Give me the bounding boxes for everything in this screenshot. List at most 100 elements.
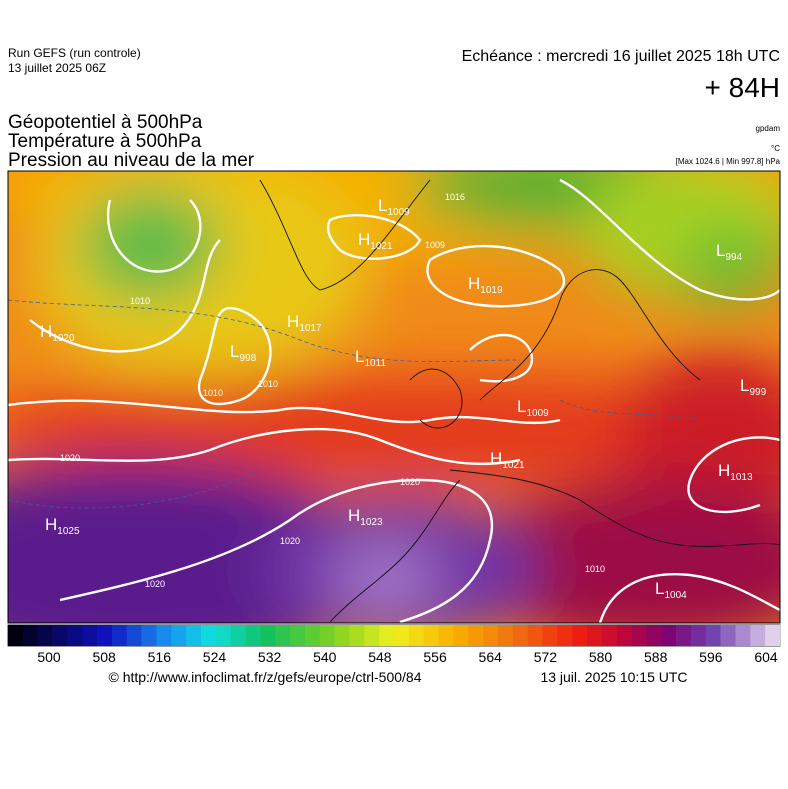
colorbar-label: 532 — [258, 649, 282, 665]
center-letter: H — [718, 461, 730, 480]
colorbar-cell — [379, 625, 395, 646]
colorbar-label: 540 — [313, 649, 337, 665]
center-letter: H — [40, 322, 52, 341]
colorbar-cell — [52, 625, 68, 646]
lead-time: + 84H — [705, 72, 781, 103]
colorbar-cell — [304, 625, 321, 646]
pressure-center: L998 — [230, 342, 257, 364]
colorbar-cell — [557, 625, 573, 646]
isobar-label: 1009 — [425, 240, 445, 250]
pressure-center: H1019 — [468, 274, 503, 296]
colorbar-cell — [245, 625, 261, 646]
center-value: 1009 — [526, 408, 549, 419]
colorbar-cell — [468, 625, 484, 646]
center-letter: L — [716, 241, 725, 260]
pressure-center: H1021 — [490, 449, 525, 471]
center-value: 1020 — [52, 333, 75, 344]
run-date: 13 juillet 2025 06Z — [8, 61, 106, 75]
colorbar-cell — [572, 625, 588, 646]
isobar-label: 1020 — [145, 579, 165, 589]
center-value: 1021 — [370, 241, 393, 252]
colorbar-cell — [661, 625, 677, 646]
pressure-center: L1011 — [355, 347, 386, 369]
isobar-label: 1016 — [445, 192, 465, 202]
colorbar-cell — [319, 625, 335, 646]
isobar-label: 1010 — [258, 379, 278, 389]
pressure-center: H1020 — [40, 322, 75, 344]
colorbar-label: 564 — [479, 649, 503, 665]
center-value: 1025 — [57, 526, 80, 537]
colorbar-cell — [616, 625, 632, 646]
colorbar-label: 508 — [92, 649, 116, 665]
isobar-label: 1010 — [130, 296, 150, 306]
isobar-label: 1020 — [280, 536, 300, 546]
center-value: 994 — [725, 252, 742, 263]
colorbar-cell — [735, 625, 751, 646]
colorbar — [8, 625, 781, 646]
colorbar-label: 572 — [534, 649, 558, 665]
unit: gpdam — [756, 124, 781, 133]
center-value: 1004 — [664, 590, 687, 601]
colorbar-cell — [37, 625, 53, 646]
map-frame — [7, 170, 781, 624]
isobar-label: 1010 — [585, 564, 605, 574]
center-letter: H — [287, 312, 299, 331]
center-letter: L — [230, 342, 239, 361]
colorbar-cell — [601, 625, 617, 646]
source: © http://www.infoclimat.fr/z/gefs/europe… — [108, 669, 421, 685]
field-title: Température à 500hPa — [8, 131, 202, 152]
map-field — [8, 171, 780, 623]
pressure-center: H1017 — [287, 312, 322, 334]
colorbar-cell — [542, 625, 558, 646]
colorbar-label: 500 — [37, 649, 61, 665]
colorbar-cell — [201, 625, 217, 646]
colorbar-cell — [423, 625, 439, 646]
colorbar-cell — [453, 625, 469, 646]
colorbar-cell — [676, 625, 692, 646]
center-letter: H — [358, 230, 370, 249]
colorbar-label: 580 — [589, 649, 613, 665]
center-letter: L — [740, 376, 749, 395]
colorbar-label: 524 — [203, 649, 227, 665]
pressure-center: L1009 — [378, 196, 410, 218]
center-letter: H — [468, 274, 480, 293]
colorbar-cell — [483, 625, 499, 646]
colorbar-label: 548 — [368, 649, 392, 665]
center-value: 1021 — [502, 460, 525, 471]
center-value: 1009 — [387, 207, 410, 218]
colorbar-cell — [126, 625, 142, 646]
center-value: 1017 — [299, 323, 322, 334]
colorbar-cell — [349, 625, 365, 646]
pressure-center: H1013 — [718, 461, 753, 483]
colorbar-cell — [408, 625, 424, 646]
center-letter: L — [517, 397, 526, 416]
colorbar-cell — [230, 625, 246, 646]
center-value: 1011 — [364, 358, 386, 369]
colorbar-cell — [260, 625, 276, 646]
colorbar-cell — [67, 625, 83, 646]
colorbar-cell — [141, 625, 157, 646]
colorbar-cell — [646, 625, 662, 646]
colorbar-cell — [394, 625, 410, 646]
isobar-label: 1020 — [400, 477, 420, 487]
colorbar-cell — [690, 625, 707, 646]
pressure-center: H1025 — [45, 515, 80, 537]
center-value: 1019 — [480, 285, 503, 296]
colorbar-label: 516 — [148, 649, 172, 665]
colorbar-cell — [215, 625, 231, 646]
field-title: Pression au niveau de la mer — [8, 150, 255, 171]
colorbar-cell — [497, 625, 514, 646]
center-letter: L — [355, 347, 364, 366]
pressure-center: L999 — [740, 376, 767, 398]
colorbar-cell — [705, 625, 721, 646]
colorbar-cell — [111, 625, 128, 646]
center-letter: H — [490, 449, 502, 468]
colorbar-cell — [631, 625, 647, 646]
center-letter: L — [655, 579, 664, 598]
colorbar-cell — [512, 625, 528, 646]
colorbar-cell — [587, 625, 603, 646]
isobar-label: 1010 — [203, 388, 223, 398]
valid-time: Echéance : mercredi 16 juillet 2025 18h … — [462, 48, 780, 65]
